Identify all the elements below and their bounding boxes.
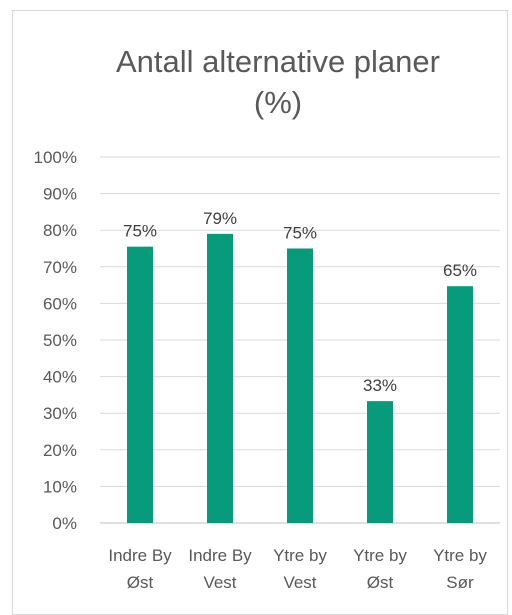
chart-title-line-2: (%) [254, 85, 302, 120]
y-tick-label: 20% [43, 441, 77, 460]
y-tick-label: 90% [43, 185, 77, 204]
y-tick-label: 70% [43, 258, 77, 277]
bar [207, 233, 233, 524]
gridlines [100, 156, 500, 524]
bar [447, 286, 473, 523]
y-tick-label: 40% [43, 368, 77, 387]
data-label: 33% [363, 376, 397, 395]
x-axis-category-labels: Indre By Øst Indre By Vest Ytre by Vest Ytre b… [108, 546, 487, 592]
y-axis-tick-labels: 0% 10% 20% 30% 40% 50% 60% 70% 80% 90% 100% [34, 148, 77, 533]
data-labels: 75% 79% 75% 33% 65% [123, 209, 477, 395]
bar [127, 246, 153, 524]
y-tick-label: 60% [43, 294, 77, 313]
bar [367, 401, 393, 523]
y-tick-label: 30% [43, 404, 77, 423]
category-label: Ytre by [433, 546, 487, 565]
category-label: Indre By [188, 546, 252, 565]
y-tick-label: 0% [52, 514, 77, 533]
category-label: Øst [127, 573, 154, 592]
y-tick-label: 10% [43, 477, 77, 496]
bar [287, 248, 313, 523]
category-label: Indre By [108, 546, 172, 565]
y-tick-label: 50% [43, 331, 77, 350]
chart-frame [12, 10, 508, 615]
bars [127, 233, 473, 524]
category-label: Sør [446, 573, 474, 592]
category-label: Øst [367, 573, 394, 592]
data-label: 75% [123, 222, 157, 241]
y-tick-label: 80% [43, 221, 77, 240]
category-label: Ytre by [353, 546, 407, 565]
y-tick-label: 100% [34, 148, 77, 167]
category-label: Ytre by [273, 546, 327, 565]
data-label: 79% [203, 209, 237, 228]
category-label: Vest [283, 573, 316, 592]
chart-title-line-1: Antall alternative planer [116, 44, 440, 79]
category-label: Vest [203, 573, 236, 592]
data-label: 65% [443, 261, 477, 280]
data-label: 75% [283, 224, 317, 243]
